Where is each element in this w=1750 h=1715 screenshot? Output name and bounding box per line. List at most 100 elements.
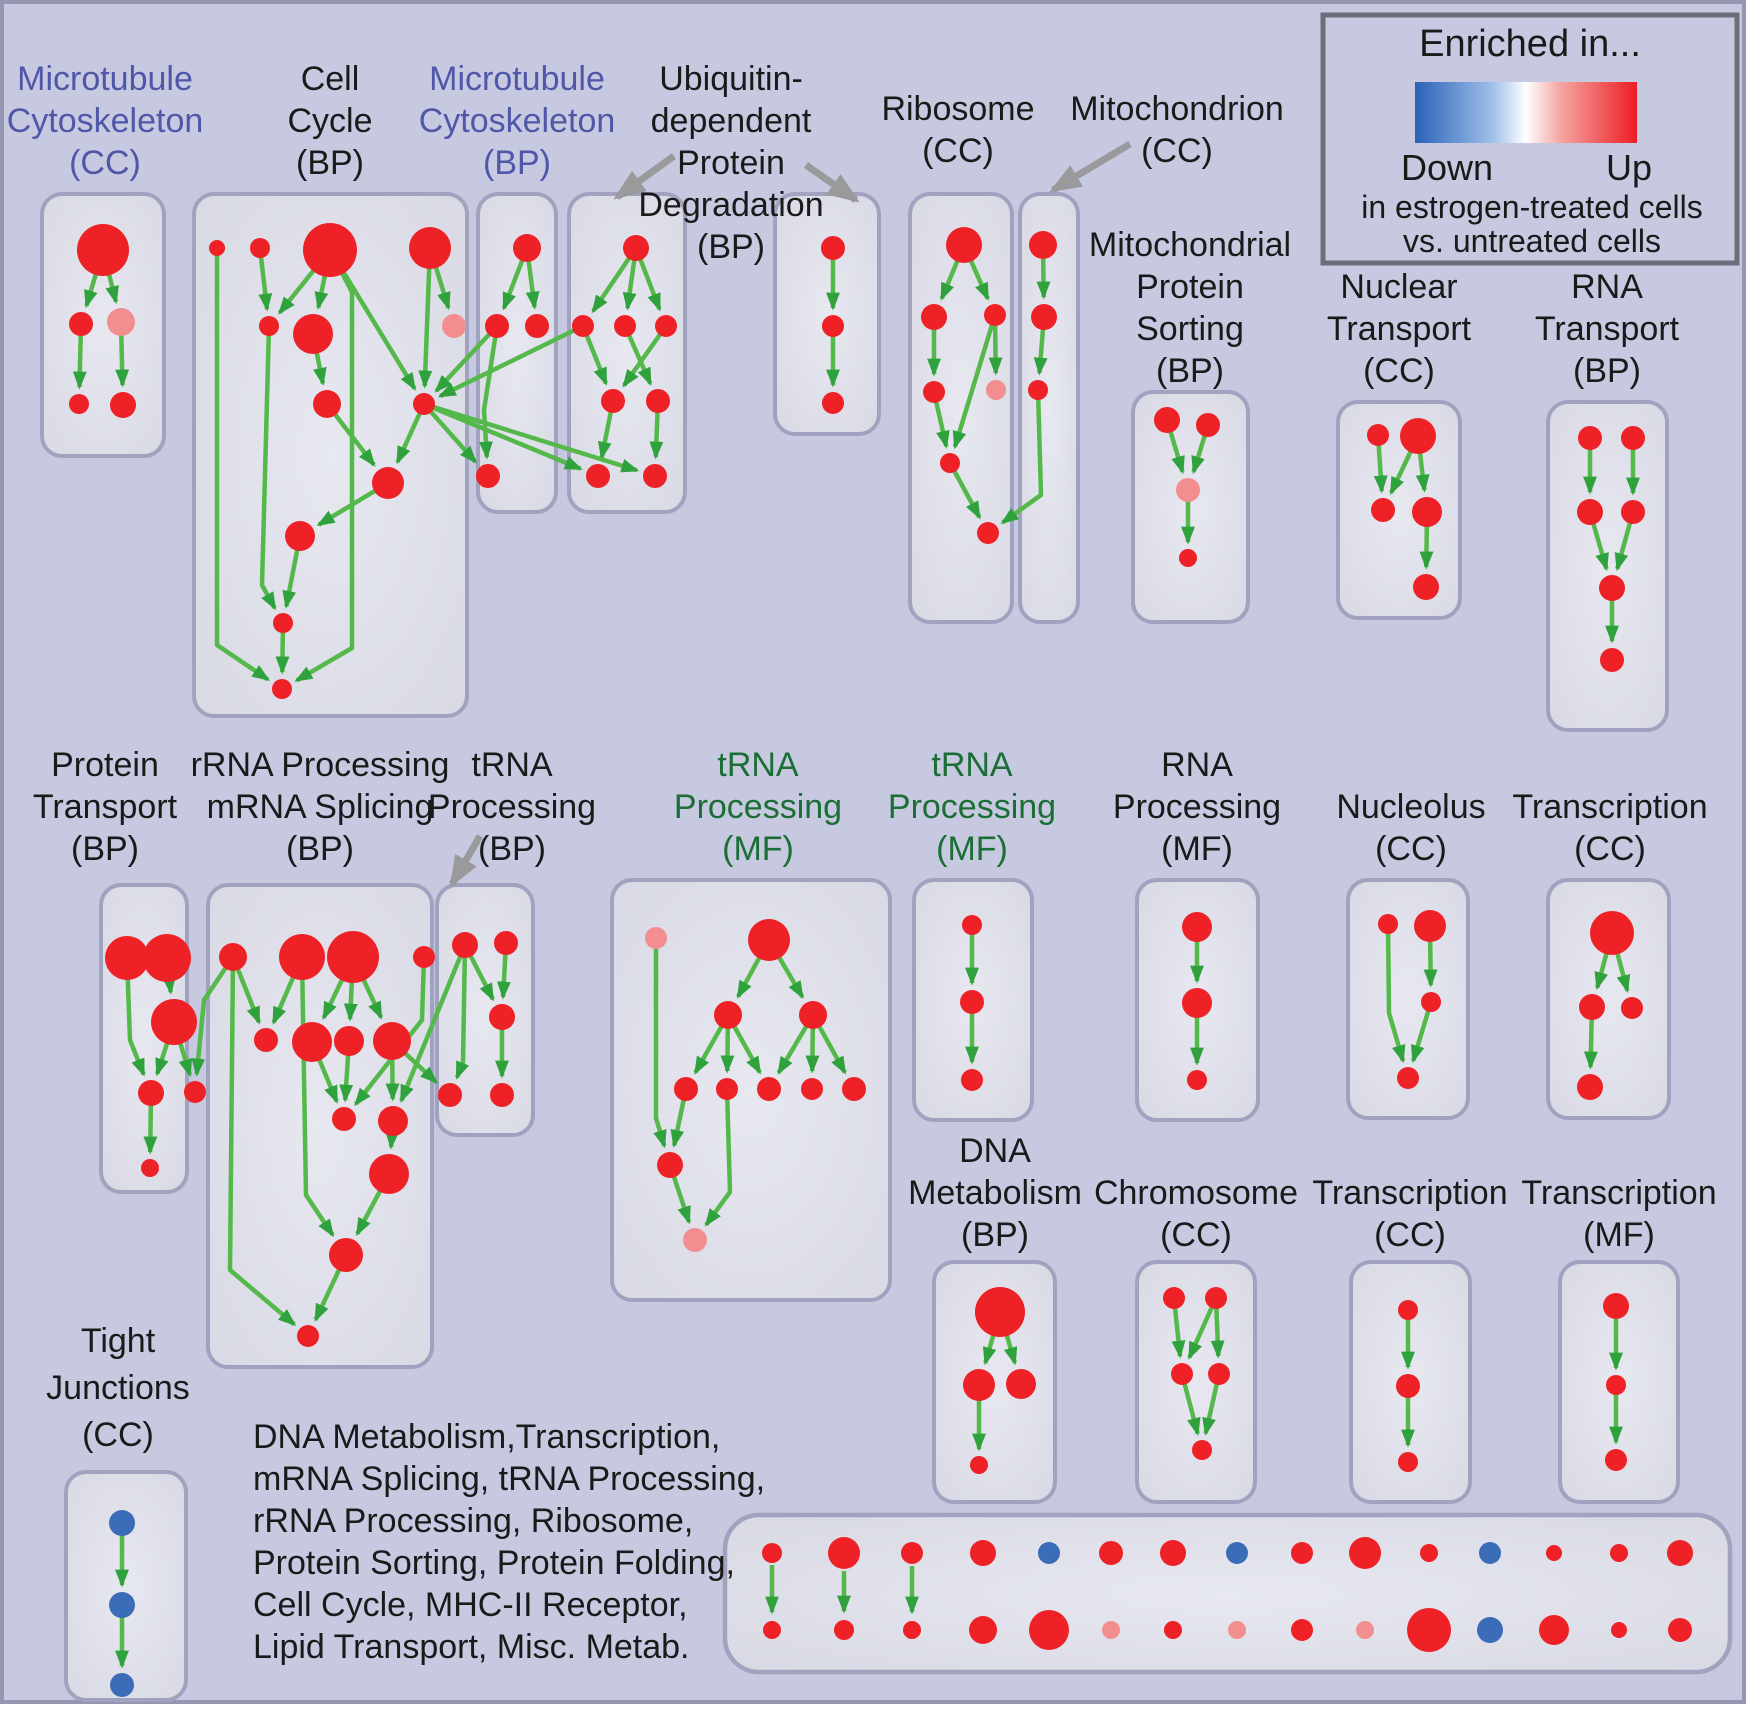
cluster-label-ubiq1: (BP) <box>697 228 765 266</box>
edge-ribosome <box>948 461 982 520</box>
go-term-node-pt-F <box>141 1159 159 1177</box>
go-term-node-rrna-g1 <box>219 943 247 971</box>
strip-node-bottom-7 <box>1228 1621 1246 1639</box>
strip-node-top-10 <box>1420 1544 1438 1562</box>
strip-node-bottom-12 <box>1539 1615 1569 1645</box>
go-term-node-dnamet-d1 <box>975 1287 1025 1337</box>
go-term-node-cell_cycle-n7 <box>442 314 466 338</box>
go-term-node-pt-C <box>151 999 197 1045</box>
go-term-node-ubiq1-u8 <box>643 464 667 488</box>
cluster-label-nuct: (CC) <box>1363 352 1435 390</box>
cluster-label-trans_mf: (MF) <box>1583 1216 1655 1254</box>
go-term-node-trans_cc2-y1 <box>1398 1300 1418 1320</box>
note-line: mRNA Splicing, tRNA Processing, <box>253 1460 765 1498</box>
go-term-node-mt_bp-b4 <box>476 464 500 488</box>
go-term-node-ubiq1-u4 <box>655 315 677 337</box>
note-line: Cell Cycle, MHC-II Receptor, <box>253 1586 688 1624</box>
cluster-label-rnat: Transport <box>1535 310 1680 348</box>
go-term-node-dnamet-d2 <box>963 1369 995 1401</box>
go-term-node-ubiq1-u1 <box>623 235 649 261</box>
go-term-node-cell_cycle-n3 <box>303 223 357 277</box>
legend-up-label: Up <box>1606 147 1652 188</box>
cluster-label-rrna: (BP) <box>286 830 354 868</box>
cluster-label-mps: Sorting <box>1136 310 1244 348</box>
cluster-label-ribosome: Ribosome <box>881 90 1034 128</box>
go-term-node-mt_bp-b3 <box>525 314 549 338</box>
go-term-node-trna_mf_big-k2 <box>716 1078 738 1100</box>
cluster-box-ribosome <box>908 192 1014 624</box>
go-term-node-chromosome-c4 <box>1208 1363 1230 1385</box>
cross-edge <box>423 401 640 473</box>
strip-node-bottom-14 <box>1668 1618 1692 1642</box>
go-term-node-trna_bp-t1 <box>452 932 478 958</box>
cluster-label-trans_cc1: (CC) <box>1574 830 1646 868</box>
cluster-box-mt_cc <box>40 192 166 458</box>
cluster-boxes-layer <box>40 12 1740 1702</box>
cross-edge <box>191 955 235 1077</box>
cluster-box-trans_cc1 <box>1546 878 1671 1120</box>
go-term-node-rnat-rt4 <box>1621 500 1645 524</box>
cluster-label-tight_junctions: Junctions <box>46 1369 190 1407</box>
cluster-label-pt: Protein <box>51 746 159 784</box>
edge-cell_cycle <box>257 247 273 312</box>
cluster-label-trna_mf_2: tRNA <box>931 746 1013 784</box>
go-term-node-mt_bp-b1 <box>513 234 541 262</box>
cluster-label-trna_mf_big: (MF) <box>722 830 794 868</box>
go-term-node-cell_cycle-n12 <box>273 613 293 633</box>
go-term-node-pt-A <box>105 936 149 980</box>
edge-nucleolus <box>1385 923 1406 1064</box>
cluster-label-ubiq1: Protein <box>677 144 785 182</box>
go-term-node-trna_bp-t4 <box>438 1083 462 1107</box>
edge-trna_mf_big <box>653 938 667 1149</box>
go-term-node-rrna-g8 <box>373 1022 411 1060</box>
go-term-node-ubiq1-u5 <box>601 389 625 413</box>
go-term-node-ubiq2-v3 <box>822 392 844 414</box>
go-term-node-trna_bp-t3 <box>489 1004 515 1030</box>
cluster-label-mt_cc: (CC) <box>69 144 141 182</box>
cluster-label-trna_mf_big: Processing <box>674 788 842 826</box>
cluster-label-trna_bp: tRNA <box>471 746 553 784</box>
cluster-label-pt: Transport <box>33 788 178 826</box>
go-term-node-cell_cycle-n13 <box>272 679 292 699</box>
cluster-label-cell_cycle: (BP) <box>296 144 364 182</box>
go-term-node-trans_mf-z3 <box>1605 1449 1627 1471</box>
edge-rrna <box>227 956 297 1327</box>
go-term-node-mt_cc-e <box>110 392 136 418</box>
go-term-node-rrna-g4 <box>413 946 435 968</box>
annotation-arrow-to-ubiquitin-box-2 <box>803 162 860 203</box>
nodes-layer <box>69 223 1693 1697</box>
cross-edge <box>423 401 583 471</box>
go-term-node-pt-D <box>138 1080 164 1106</box>
strip-node-top-0 <box>762 1543 782 1563</box>
go-term-node-chromosome-c1 <box>1163 1287 1185 1309</box>
go-term-node-rrna-g7 <box>334 1026 364 1056</box>
strip-node-top-2 <box>901 1542 923 1564</box>
cluster-label-trna_bp: Processing <box>428 788 596 826</box>
go-term-node-rna_mf-q2 <box>1182 988 1212 1018</box>
cluster-label-rna_mf: RNA <box>1161 746 1233 784</box>
cluster-label-mps: (BP) <box>1156 352 1224 390</box>
cluster-label-trna_mf_2: (MF) <box>936 830 1008 868</box>
cluster-label-ribosome: (CC) <box>922 132 994 170</box>
strip-node-top-12 <box>1546 1545 1562 1561</box>
strip-node-top-4 <box>1038 1542 1060 1564</box>
cluster-label-mt_bp: Cytoskeleton <box>419 102 616 140</box>
go-term-node-nuct-nt3 <box>1371 498 1395 522</box>
go-term-node-mps-s2 <box>1196 413 1220 437</box>
go-term-node-rrna-g10 <box>378 1106 408 1136</box>
go-term-node-mito-m1 <box>1029 231 1057 259</box>
go-term-node-pt-B <box>143 934 191 982</box>
cluster-box-chromosome <box>1135 1260 1257 1504</box>
cluster-label-cell_cycle: Cycle <box>287 102 372 140</box>
cross-edge <box>422 402 478 464</box>
strip-node-bottom-5 <box>1102 1621 1120 1639</box>
labels-layer: Microtubule Cytoskeleton (CC) Cell Cycle (BP)… <box>7 23 1717 1666</box>
go-term-node-trna_mf_big-F <box>683 1228 707 1252</box>
strip-node-top-7 <box>1226 1542 1248 1564</box>
cluster-label-dnamet: DNA <box>959 1132 1031 1170</box>
edge-trna_bp <box>454 944 470 1080</box>
go-term-node-rnat-rt2 <box>1621 426 1645 450</box>
go-term-node-rrna-g12 <box>329 1238 363 1272</box>
go-term-node-ubiq1-u3 <box>614 315 636 337</box>
cluster-label-mt_bp: (BP) <box>483 144 551 182</box>
